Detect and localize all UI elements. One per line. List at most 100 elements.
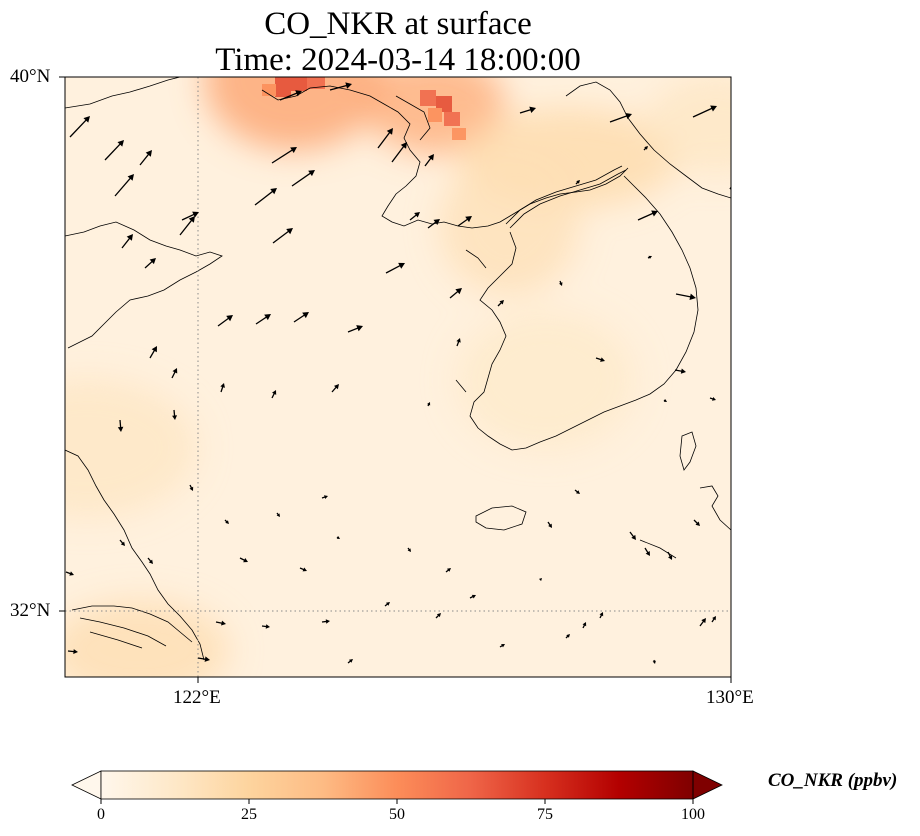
wind-arrow — [279, 90, 302, 101]
wind-arrow — [644, 547, 650, 556]
wind-arrow — [547, 521, 552, 528]
coastlines — [65, 77, 731, 661]
wind-arrow — [171, 368, 178, 379]
wind-arrow — [595, 357, 605, 362]
concentration-field — [65, 77, 731, 677]
wind-arrow — [675, 293, 696, 301]
wind-arrow — [435, 613, 441, 619]
wind-arrow — [497, 300, 504, 307]
colorbar-gradient — [101, 771, 693, 799]
wind-arrow — [667, 551, 673, 560]
wind-arrow — [271, 390, 277, 399]
map-title: CO_NKR at surface — [264, 6, 532, 42]
wind-arrow — [575, 180, 580, 185]
wind-arrow — [609, 112, 632, 123]
wind-arrow — [457, 216, 472, 227]
wind-arrow — [582, 622, 587, 629]
wind-arrow — [709, 396, 716, 401]
wind-arrow — [652, 659, 656, 664]
wind-arrow — [693, 519, 700, 526]
concentration-hotspot — [65, 600, 229, 677]
wind-arrow — [215, 620, 226, 626]
gridlines — [65, 77, 731, 677]
wind-arrow — [469, 594, 476, 599]
wind-arrow — [67, 649, 78, 655]
wind-arrow — [321, 495, 328, 500]
concentration-hotspot — [646, 77, 731, 175]
wind-arrow — [409, 212, 420, 221]
map-frame — [64, 76, 732, 678]
x-tick-122E: 122°E — [173, 687, 221, 708]
colorbar-extend-min — [71, 770, 102, 800]
wind-arrow — [599, 612, 604, 619]
wind-arrow — [643, 146, 648, 151]
wind-arrow — [647, 255, 652, 259]
wind-arrow — [291, 170, 315, 187]
wind-arrow — [181, 211, 199, 221]
colorbar — [71, 770, 723, 804]
wind-arrow — [629, 531, 636, 540]
wind-arrow — [197, 656, 210, 662]
wind-arrow — [347, 325, 363, 333]
wind-arrow — [391, 142, 407, 163]
wind-arrow — [65, 571, 74, 576]
wind-arrow — [336, 536, 340, 539]
wind-arrow — [149, 346, 157, 359]
colorbar-extend-max — [692, 770, 723, 800]
wind-arrow — [117, 419, 124, 432]
wind-arrow — [272, 228, 293, 244]
wind-arrow — [711, 616, 716, 623]
wind-arrow — [539, 578, 542, 581]
wind-arrow — [255, 314, 271, 325]
wind-arrow — [329, 82, 352, 91]
wind-arrow — [519, 106, 536, 114]
wind-arrow — [427, 402, 431, 407]
wind-arrow — [321, 619, 330, 624]
wind-arrow — [407, 547, 411, 552]
concentration-hotspot — [456, 310, 636, 451]
wind-arrow — [637, 210, 658, 221]
wind-arrow — [114, 174, 134, 197]
x-tick-130E: 130°E — [706, 687, 754, 708]
wind-arrow — [663, 399, 667, 402]
wind-arrow — [331, 384, 339, 393]
wind-arrow — [565, 634, 570, 639]
colorbar-label: CO_NKR (ppbv) — [768, 770, 898, 791]
concentration-hotspot — [204, 77, 385, 151]
wind-arrow — [217, 315, 233, 327]
wind-arrow — [449, 288, 462, 299]
wind-arrow — [224, 519, 229, 524]
colorbar-tick-25: 25 — [241, 806, 257, 823]
colorbar-tick-100: 100 — [681, 806, 705, 823]
wind-arrow — [456, 338, 461, 347]
map-time: Time: 2024-03-14 18:00:00 — [215, 42, 581, 78]
wind-arrow — [121, 234, 133, 249]
wind-arrow — [347, 659, 353, 664]
wind-arrow — [377, 128, 393, 149]
colorbar-tick-50: 50 — [389, 806, 405, 823]
wind-arrow — [271, 147, 297, 164]
axis-ticks — [59, 76, 732, 683]
wind-arrow — [144, 258, 156, 269]
wind-arrow — [119, 539, 125, 546]
colorbar-tick-0: 0 — [97, 806, 105, 823]
y-tick-32N: 32°N — [10, 600, 51, 621]
wind-vectors — [65, 82, 731, 664]
wind-arrow — [674, 368, 686, 374]
y-tick-40N: 40°N — [10, 66, 51, 87]
wind-arrow — [239, 557, 248, 563]
wind-arrow — [220, 383, 225, 393]
wind-arrow — [574, 489, 580, 494]
concentration-hotspot — [439, 155, 579, 296]
wind-arrow — [445, 568, 451, 573]
wind-arrow — [189, 484, 194, 491]
wind-arrow — [254, 188, 277, 206]
wind-arrow — [427, 219, 440, 229]
wind-arrow — [139, 150, 152, 166]
wind-arrow — [179, 216, 195, 236]
wind-arrow — [385, 262, 405, 274]
colorbar-tick-75: 75 — [537, 806, 553, 823]
wind-arrow — [384, 602, 390, 607]
wind-arrow — [692, 105, 717, 118]
